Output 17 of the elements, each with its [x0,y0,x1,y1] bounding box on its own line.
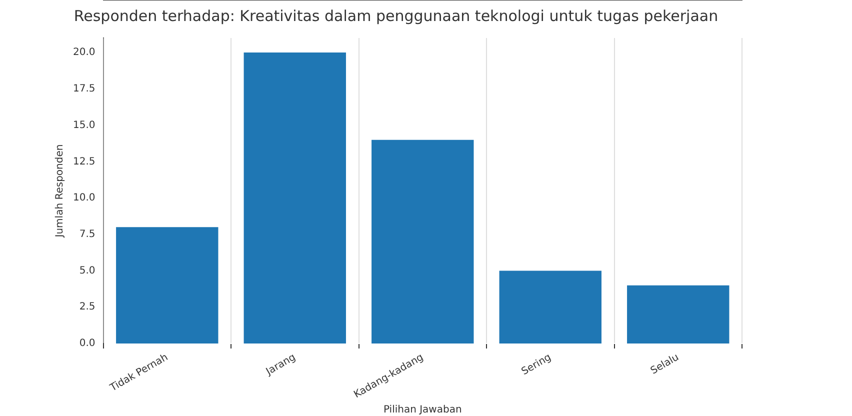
y-tick-label: 17.5 [73,84,96,95]
y-axis-title: Jumlah Responden [54,144,66,238]
x-axis-title: Pilihan Jawaban [383,404,462,416]
bar [627,285,730,344]
bar [116,227,218,344]
y-tick-label: 15.0 [73,120,96,131]
y-tick-label: 10.0 [73,192,96,204]
bar [499,270,602,344]
chart-title: Responden terhadap: Kreativitas dalam penggunaan teknologi untuk tugas pekerjaan [74,6,718,25]
y-tick-label: 5.0 [79,265,96,276]
bar [372,140,474,344]
y-tick-label: 2.5 [79,302,96,313]
y-tick-label: 0.0 [79,338,96,350]
y-tick-label: 7.5 [79,228,96,240]
y-tick-label: 20.0 [73,47,96,58]
bar [244,52,346,344]
y-tick-label: 12.5 [73,156,96,168]
